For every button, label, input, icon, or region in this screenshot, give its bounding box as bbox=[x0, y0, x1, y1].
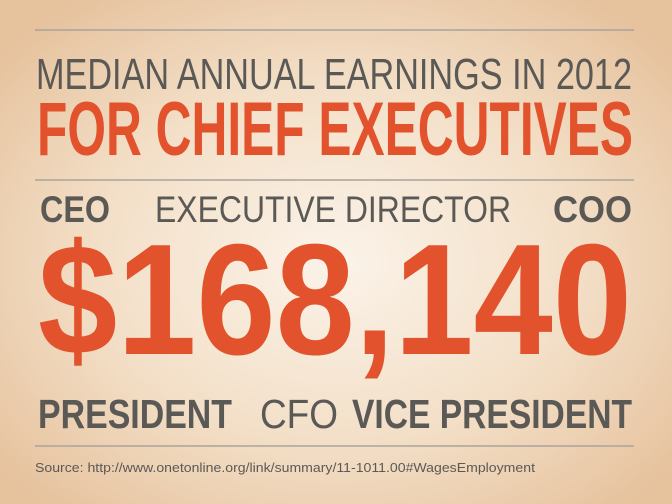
job-title: CFO bbox=[260, 391, 338, 437]
title-line-2: FOR CHIEF EXECUTIVES bbox=[37, 87, 633, 172]
source: Source: http://www.onetonline.org/link/s… bbox=[35, 460, 535, 475]
job-title: VICE PRESIDENT bbox=[352, 391, 632, 437]
job-title: PRESIDENT bbox=[38, 391, 232, 437]
job-title: CEO bbox=[40, 189, 110, 230]
job-title: EXECUTIVE DIRECTOR bbox=[155, 189, 511, 230]
job-title: COO bbox=[553, 189, 632, 230]
amount: $168,140 bbox=[38, 212, 632, 388]
title-line-1: MEDIAN ANNUAL EARNINGS IN 2012 bbox=[36, 50, 632, 99]
